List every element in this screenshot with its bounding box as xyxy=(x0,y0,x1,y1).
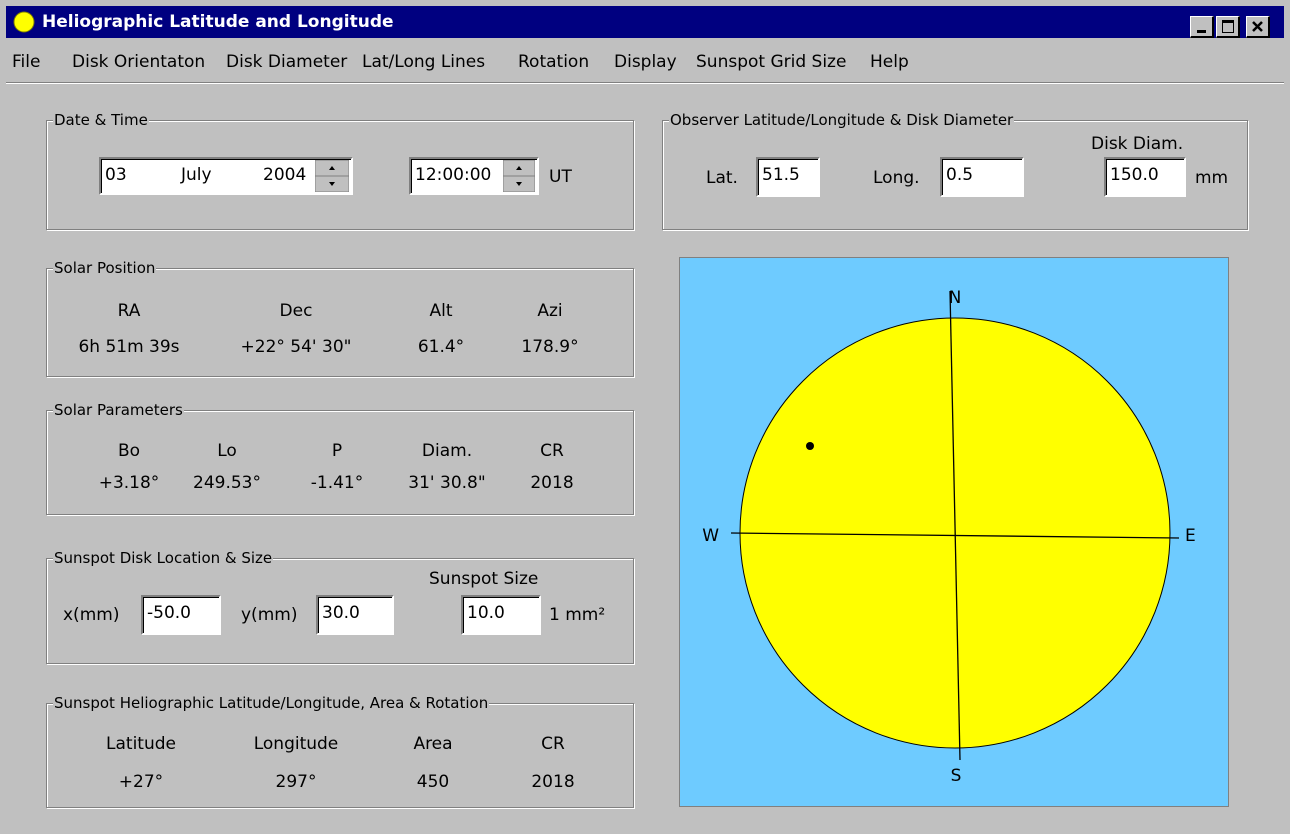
column-header: Latitude xyxy=(106,734,176,754)
column-header: Longitude xyxy=(253,734,339,754)
menu-item[interactable]: Disk Orientaton xyxy=(72,52,206,72)
value: 297° xyxy=(275,772,317,792)
size-field[interactable]: 10.0 xyxy=(461,595,541,635)
solar-parameters-group: Solar Parameters Bo Lo P Diam. CR +3.18°… xyxy=(46,401,634,515)
value: +22° 54' 30" xyxy=(240,337,352,357)
time: 12:00:00 xyxy=(415,165,492,185)
menu-item[interactable]: File xyxy=(12,52,41,72)
solar-disk-panel: N S W E xyxy=(679,257,1229,807)
time-unit: UT xyxy=(549,167,572,187)
x-label: x(mm) xyxy=(63,605,120,625)
sunspot-size-label: Sunspot Size xyxy=(429,569,539,589)
column-header: RA xyxy=(117,301,141,321)
menu-item[interactable]: Lat/Long Lines xyxy=(362,52,486,72)
group-label: Date & Time xyxy=(53,111,149,129)
central-meridian xyxy=(949,290,961,761)
lat-field[interactable]: 51.5 xyxy=(756,157,820,197)
long-label: Long. xyxy=(873,168,920,188)
menu-item[interactable]: Display xyxy=(614,52,677,72)
diam-field[interactable]: 150.0 xyxy=(1104,157,1186,197)
group-label: Solar Parameters xyxy=(53,401,184,419)
menu-item[interactable]: Help xyxy=(870,52,909,72)
sunspot-location-group: Sunspot Disk Location & Size Sunspot Siz… xyxy=(46,549,634,664)
menu-item[interactable]: Sunspot Grid Size xyxy=(696,52,847,72)
equator xyxy=(730,532,1180,539)
value: +27° xyxy=(118,772,164,792)
title-bar: Heliographic Latitude and Longitude xyxy=(6,6,1284,38)
lat-label: Lat. xyxy=(706,168,738,188)
maximize-button[interactable] xyxy=(1216,16,1240,38)
app-icon xyxy=(13,11,35,33)
value: 31' 30.8" xyxy=(408,473,486,493)
group-label: Observer Latitude/Longitude & Disk Diame… xyxy=(669,111,1015,129)
column-header: CR xyxy=(540,441,564,461)
column-header: Dec xyxy=(279,301,313,321)
observer-group: Observer Latitude/Longitude & Disk Diame… xyxy=(662,111,1248,230)
group-label: Solar Position xyxy=(53,259,157,277)
day: 03 xyxy=(105,165,127,185)
disk-diam-label: Disk Diam. xyxy=(1091,134,1184,154)
sunspot xyxy=(806,442,814,450)
value: -1.41° xyxy=(310,473,364,493)
long-field[interactable]: 0.5 xyxy=(940,157,1024,197)
column-header: CR xyxy=(541,734,565,754)
y-field[interactable]: 30.0 xyxy=(316,595,394,635)
x-field[interactable]: -50.0 xyxy=(141,595,221,635)
diam-unit: mm xyxy=(1195,168,1229,188)
column-header: Alt xyxy=(429,301,453,321)
menu-separator xyxy=(6,82,1284,84)
time-spinner[interactable] xyxy=(503,160,535,192)
minimize-button[interactable] xyxy=(1190,16,1214,38)
value: 6h 51m 39s xyxy=(78,337,180,357)
size-unit: 1 mm² xyxy=(549,605,606,625)
sunspot-helio-group: Sunspot Heliographic Latitude/Longitude,… xyxy=(46,694,634,808)
east-label: E xyxy=(1185,526,1196,546)
solar-position-group: Solar Position RA Dec Alt Azi 6h 51m 39s… xyxy=(46,259,634,377)
menu-bar: File Disk Orientaton Disk Diameter Lat/L… xyxy=(6,50,1284,76)
menu-item[interactable]: Rotation xyxy=(518,52,590,72)
column-header: Diam. xyxy=(421,441,473,461)
west-label: W xyxy=(702,526,719,546)
value: 2018 xyxy=(530,473,574,493)
date-spinner[interactable] xyxy=(315,160,349,192)
south-label: S xyxy=(951,766,962,786)
y-label: y(mm) xyxy=(241,605,298,625)
value: 61.4° xyxy=(417,337,465,357)
north-label: N xyxy=(949,288,962,308)
value: 249.53° xyxy=(193,473,261,493)
column-header: Azi xyxy=(537,301,563,321)
column-header: Bo xyxy=(117,441,141,461)
close-button[interactable] xyxy=(1246,16,1270,38)
value: 2018 xyxy=(531,772,575,792)
month: July xyxy=(181,165,212,185)
time-field[interactable]: 12:00:00 xyxy=(409,157,539,195)
year: 2004 xyxy=(263,165,307,185)
column-header: Lo xyxy=(217,441,237,461)
value: 450 xyxy=(416,772,450,792)
date-field[interactable]: 03 July 2004 xyxy=(99,157,353,195)
column-header: P xyxy=(331,441,343,461)
menu-item[interactable]: Disk Diameter xyxy=(226,52,348,72)
date-time-group: Date & Time 03 July 2004 12:00:00 UT xyxy=(46,111,634,230)
value: 178.9° xyxy=(521,337,579,357)
column-header: Area xyxy=(413,734,453,754)
group-label: Sunspot Disk Location & Size xyxy=(53,549,274,567)
value: +3.18° xyxy=(98,473,160,493)
window-title: Heliographic Latitude and Longitude xyxy=(42,12,394,32)
group-label: Sunspot Heliographic Latitude/Longitude,… xyxy=(53,694,490,712)
